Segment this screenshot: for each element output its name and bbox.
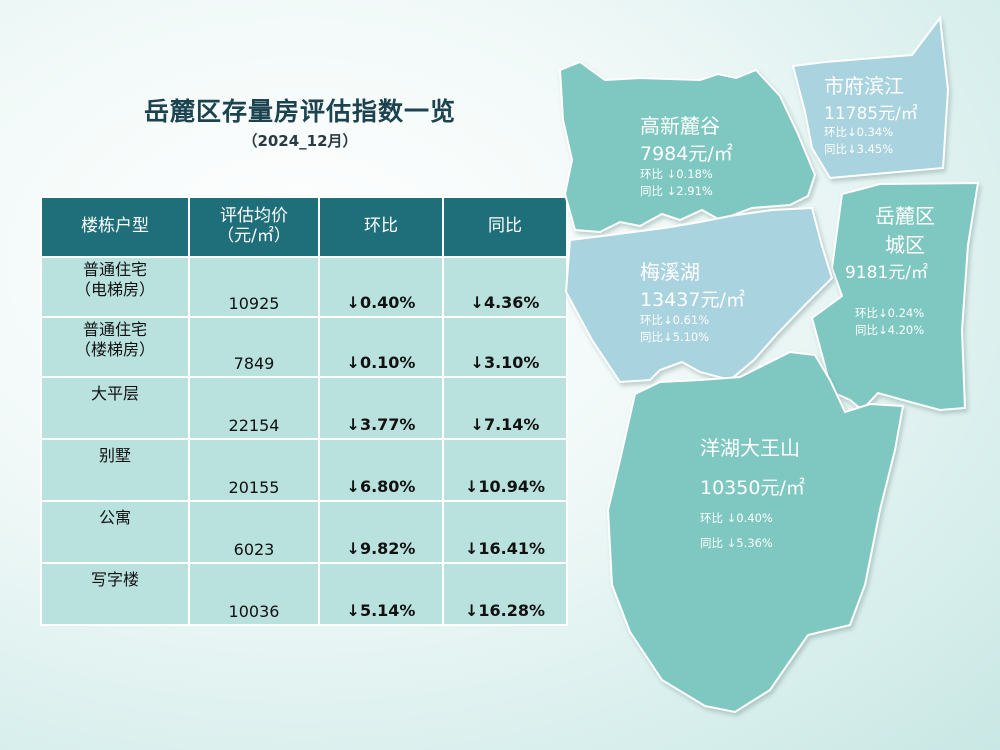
region-yoy: 同比↓3.45% xyxy=(824,142,894,157)
table-row: 写字楼 10036 ↓5.14% ↓16.28% xyxy=(40,562,568,626)
row-price: 20155 xyxy=(188,438,320,502)
row-price: 10036 xyxy=(188,562,320,626)
region-price: 11785元/㎡ xyxy=(824,104,918,124)
region-price: 13437元/㎡ xyxy=(640,289,745,311)
region-label-yuelu-chengqu: 岳麓区 城区 9181元/㎡ 环比↓0.24% 同比↓4.20% xyxy=(845,200,965,340)
row-type: 普通住宅 （楼梯房） xyxy=(40,316,190,378)
region-price: 9181元/㎡ xyxy=(845,263,928,283)
row-mom: ↓0.40% xyxy=(318,256,444,318)
region-name: 市府滨江 xyxy=(824,74,904,98)
price-index-table: 楼栋户型 评估均价（元/㎡） 环比 同比 普通住宅 （电梯房） 10925 ↓0.… xyxy=(40,196,568,626)
region-mom: 环比 ↓0.18% xyxy=(640,167,713,181)
region-label-meixi-lake: 梅溪湖 13437元/㎡ 环比↓0.61% 同比↓5.10% xyxy=(640,256,745,347)
row-yoy: ↓16.28% xyxy=(442,562,568,626)
page-title: 岳麓区存量房评估指数一览 xyxy=(143,97,456,126)
region-mom: 环比↓0.61% xyxy=(640,313,710,327)
row-type: 普通住宅 （电梯房） xyxy=(40,256,190,318)
region-yoy: 同比 ↓2.91% xyxy=(640,184,713,199)
row-yoy: ↓3.10% xyxy=(442,316,568,378)
table-header-row: 楼栋户型 评估均价（元/㎡） 环比 同比 xyxy=(40,196,568,258)
region-label-yanghu-dawangshan: 洋湖大王山 10350元/㎡ 环比 ↓0.40% 同比 ↓5.36% xyxy=(700,432,805,553)
region-mom: 环比↓0.34% xyxy=(824,125,894,139)
row-mom: ↓3.77% xyxy=(318,376,444,440)
row-type: 别墅 xyxy=(40,438,190,502)
row-mom: ↓9.82% xyxy=(318,500,444,564)
region-label-shifu-binjiang: 市府滨江 11785元/㎡ 环比↓0.34% 同比↓3.45% xyxy=(824,70,918,159)
region-label-gaoxin-lugu: 高新麓谷 7984元/㎡ 环比 ↓0.18% 同比 ↓2.91% xyxy=(640,110,733,201)
region-mom: 环比↓0.24% xyxy=(855,306,925,320)
row-price: 10925 xyxy=(188,256,320,318)
row-yoy: ↓10.94% xyxy=(442,438,568,502)
region-price: 7984元/㎡ xyxy=(640,143,733,165)
table-row: 普通住宅 （楼梯房） 7849 ↓0.10% ↓3.10% xyxy=(40,316,568,378)
region-name-line2: 城区 xyxy=(885,233,925,257)
row-price: 22154 xyxy=(188,376,320,440)
row-mom: ↓6.80% xyxy=(318,438,444,502)
region-price: 10350元/㎡ xyxy=(700,477,805,499)
row-yoy: ↓7.14% xyxy=(442,376,568,440)
column-header-type: 楼栋户型 xyxy=(40,196,190,258)
region-yanghu-dawangshan xyxy=(606,350,905,714)
column-header-price: 评估均价（元/㎡） xyxy=(188,196,320,258)
region-meixi-lake xyxy=(564,206,834,384)
row-price: 6023 xyxy=(188,500,320,564)
region-name: 洋湖大王山 xyxy=(700,436,800,460)
region-name: 岳麓区 xyxy=(875,204,935,228)
page-subtitle: （2024_12月） xyxy=(242,132,358,150)
region-name: 高新麓谷 xyxy=(640,114,720,138)
region-shifu-binjiang xyxy=(791,15,950,180)
table-row: 公寓 6023 ↓9.82% ↓16.41% xyxy=(40,500,568,564)
region-yuelu-chengqu xyxy=(810,181,980,412)
row-type: 公寓 xyxy=(40,500,190,564)
column-header-mom: 环比 xyxy=(318,196,444,258)
row-yoy: ↓16.41% xyxy=(442,500,568,564)
region-mom: 环比 ↓0.40% xyxy=(700,511,773,525)
region-name: 梅溪湖 xyxy=(640,260,700,284)
region-yoy: 同比 ↓5.36% xyxy=(700,536,773,551)
column-header-yoy: 同比 xyxy=(442,196,568,258)
region-gaoxin-lugu xyxy=(558,60,817,234)
region-yoy: 同比↓4.20% xyxy=(855,323,925,338)
region-yoy: 同比↓5.10% xyxy=(640,330,710,345)
table-row: 大平层 22154 ↓3.77% ↓7.14% xyxy=(40,376,568,440)
table-row: 别墅 20155 ↓6.80% ↓10.94% xyxy=(40,438,568,502)
row-mom: ↓0.10% xyxy=(318,316,444,378)
row-mom: ↓5.14% xyxy=(318,562,444,626)
row-type: 大平层 xyxy=(40,376,190,440)
row-price: 7849 xyxy=(188,316,320,378)
row-type: 写字楼 xyxy=(40,562,190,626)
